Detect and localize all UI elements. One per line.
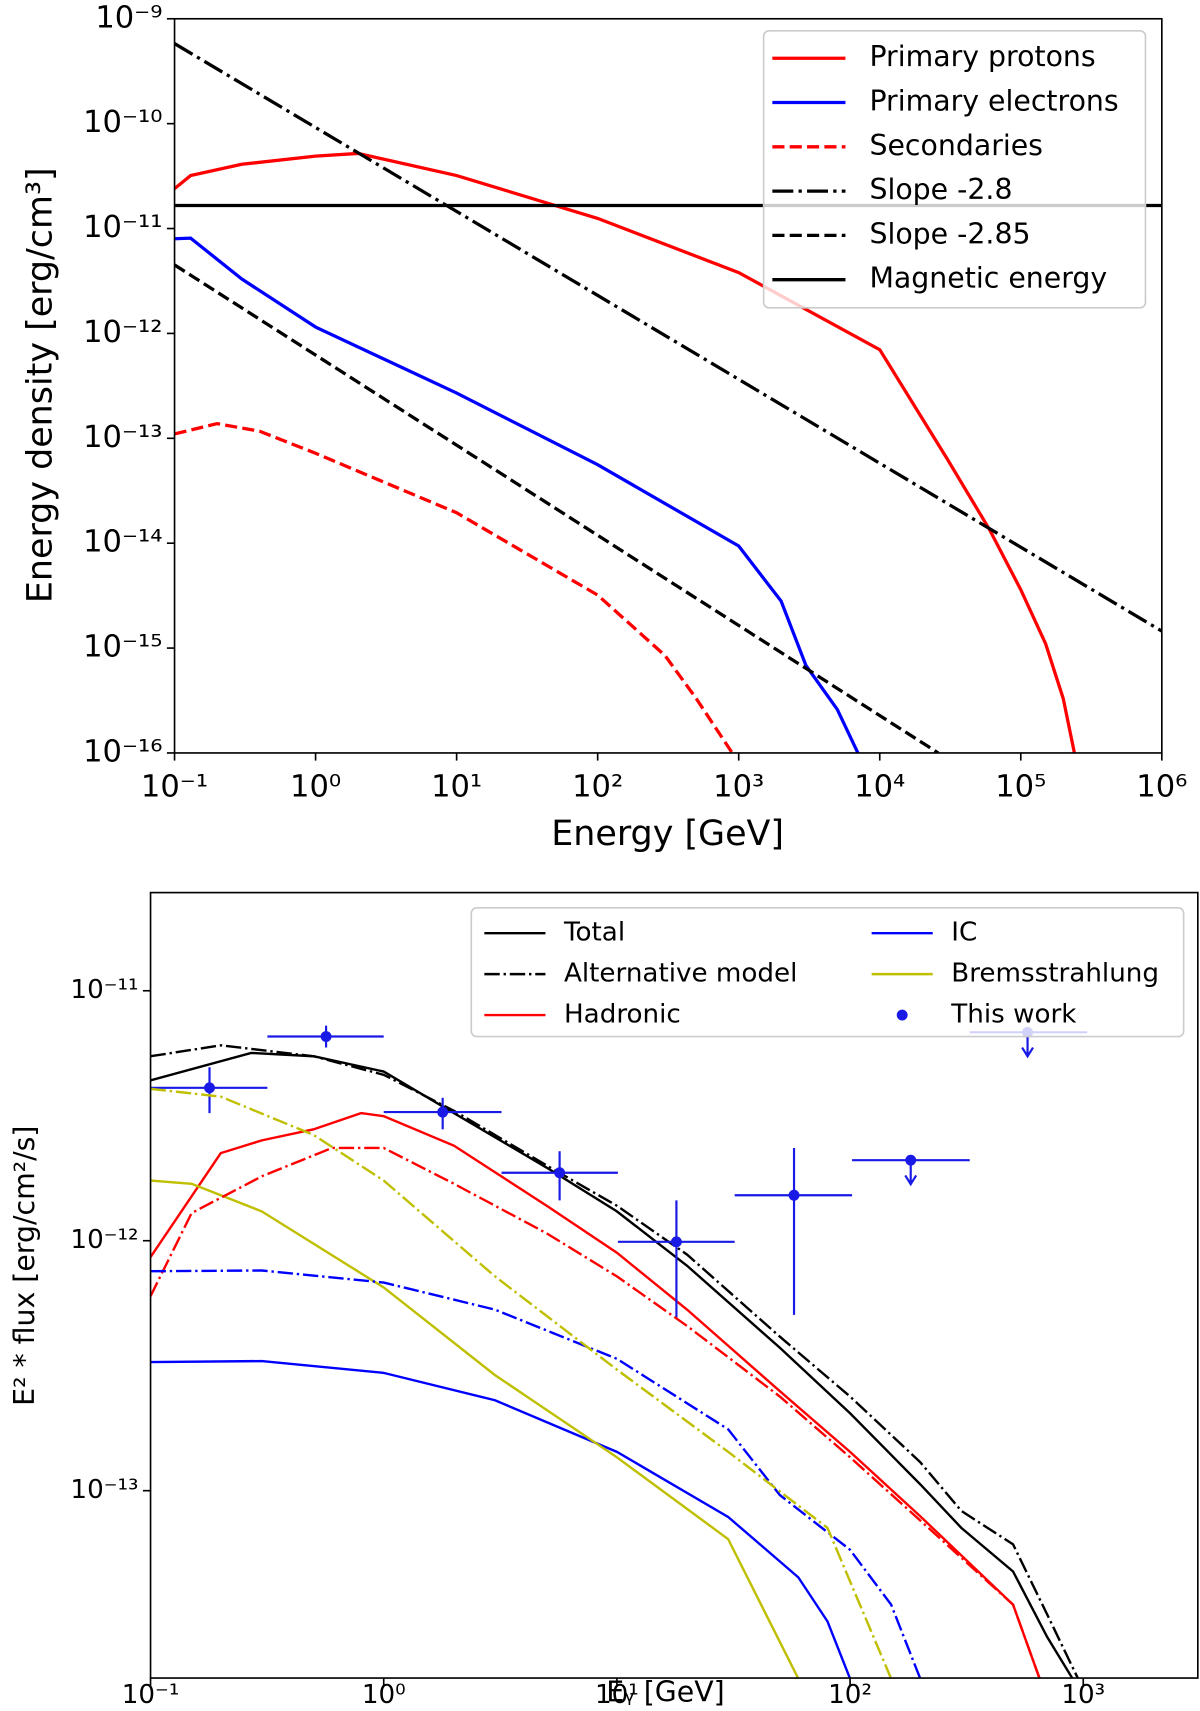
data-point — [905, 1154, 917, 1166]
x-tick-label: 10³ — [1061, 1680, 1105, 1710]
data-point — [437, 1106, 449, 1118]
y-tick-label: 10⁻¹² — [83, 315, 162, 350]
data-line — [150, 1044, 1080, 1679]
data-line — [150, 1087, 893, 1679]
axes-frame — [173, 17, 1163, 754]
legend-label: Total — [563, 918, 625, 948]
y-tick-label: 10⁻¹³ — [70, 1475, 138, 1505]
data-line — [150, 1359, 852, 1679]
x-axis-label: Energy [GeV] — [551, 814, 784, 854]
x-tick-label: 10³ — [713, 769, 764, 804]
x-tick-label: 10⁶ — [1136, 769, 1187, 804]
y-axis-label: E² * flux [erg/cm²/s] — [8, 1126, 41, 1406]
legend-label: IC — [951, 918, 977, 948]
data-line — [150, 1146, 1041, 1679]
legend-label: Hadronic — [564, 1000, 681, 1030]
legend-label: Primary electrons — [869, 85, 1118, 118]
data-line — [150, 1111, 1041, 1679]
y-tick-label: 10⁻¹³ — [83, 420, 162, 455]
legend-label: Slope -2.85 — [869, 217, 1030, 250]
legend-swatch — [896, 1009, 908, 1021]
data-line — [174, 42, 1162, 633]
y-tick-label: 10⁻¹⁰ — [83, 105, 162, 140]
legend-label: Magnetic energy — [869, 262, 1107, 295]
axes-frame — [149, 891, 1199, 1679]
legend-box — [470, 907, 1185, 1038]
x-tick-label: 10⁰ — [290, 769, 341, 804]
data-point — [204, 1082, 215, 1094]
y-tick-label: 10⁻⁹ — [95, 0, 162, 35]
y-tick-label: 10⁻¹¹ — [83, 210, 162, 245]
x-tick-label: 10⁻¹ — [141, 769, 208, 804]
x-tick-label: 10¹ — [595, 1680, 639, 1710]
data-point — [554, 1167, 566, 1179]
data-point — [670, 1236, 682, 1248]
data-line — [174, 263, 940, 753]
legend-box — [762, 29, 1147, 309]
legend-label: This work — [950, 1000, 1077, 1030]
y-tick-label: 10⁻¹⁵ — [83, 630, 162, 665]
legend-label: Primary protons — [869, 40, 1095, 73]
data-line — [174, 151, 1077, 753]
x-tick-label: 10⁴ — [854, 769, 905, 804]
legend-label: Secondaries — [869, 129, 1043, 162]
y-tick-label: 10⁻¹² — [70, 1225, 138, 1255]
y-tick-label: 10⁻¹¹ — [70, 975, 138, 1005]
y-tick-label: 10⁻¹⁴ — [83, 525, 162, 560]
data-line — [150, 1179, 800, 1679]
data-line — [150, 1269, 922, 1679]
x-axis-label: Eᵧ [GeV] — [606, 1675, 724, 1708]
data-point — [788, 1189, 800, 1201]
x-tick-label: 10² — [828, 1680, 872, 1710]
x-tick-label: 10⁵ — [995, 769, 1046, 804]
data-point — [320, 1031, 332, 1042]
plot-area — [150, 1025, 1088, 1679]
data-line — [174, 421, 734, 753]
x-tick-label: 10⁻¹ — [122, 1680, 180, 1710]
legend-label: Bremsstrahlung — [951, 959, 1159, 989]
y-axis-label: Energy density [erg/cm³] — [20, 167, 60, 603]
y-tick-label: 10⁻¹⁶ — [83, 734, 162, 769]
x-tick-label: 10² — [572, 769, 623, 804]
legend-label: Slope -2.8 — [869, 173, 1012, 206]
x-tick-label: 10⁰ — [362, 1680, 406, 1710]
x-tick-label: 10¹ — [431, 769, 482, 804]
legend-label: Alternative model — [564, 959, 797, 989]
data-line — [174, 236, 860, 753]
